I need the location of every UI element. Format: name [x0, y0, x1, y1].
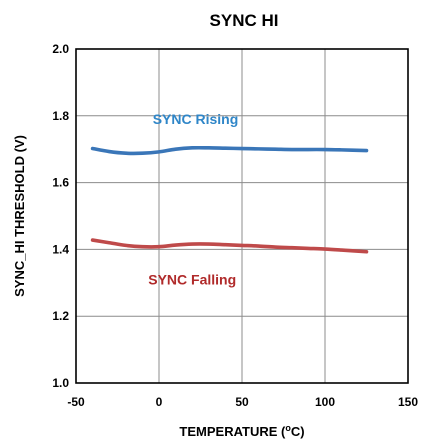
- y-tick-label-2: 1.4: [52, 242, 69, 256]
- x-tick-labels: -50 0 50 100 150: [67, 395, 418, 409]
- plot-frame: [75, 48, 409, 384]
- y-tick-label-5: 2.0: [52, 42, 69, 56]
- x-axis-label-part-1: TEMPERATURE (: [179, 424, 286, 439]
- x-axis-label-part-2: C): [291, 424, 305, 439]
- y-tick-labels: 1.0 1.2 1.4 1.6 1.8 2.0: [52, 42, 69, 390]
- x-tick-label-3: 100: [315, 395, 335, 409]
- series-group: [90, 145, 369, 254]
- y-tick-label-1: 1.2: [52, 309, 69, 323]
- y-axis-label: SYNC_HI THRESHOLD (V): [12, 135, 27, 297]
- x-tick-label-4: 150: [398, 395, 418, 409]
- x-axis-label: TEMPERATURE (oC): [179, 423, 304, 439]
- chart-title: SYNC HI: [210, 11, 279, 30]
- y-tick-label-3: 1.6: [52, 176, 69, 190]
- grid: [75, 48, 409, 384]
- x-tick-label-0: -50: [67, 395, 85, 409]
- x-tick-label-1: 0: [156, 395, 163, 409]
- series-line-sync-rising: [90, 145, 369, 156]
- annotations: SYNC Rising SYNC Falling: [148, 111, 238, 287]
- x-axis-label-degree: o: [285, 423, 291, 433]
- y-tick-label-0: 1.0: [52, 376, 69, 390]
- annotation-sync-rising: SYNC Rising: [153, 111, 239, 127]
- series-line-sync-falling: [90, 238, 369, 254]
- annotation-sync-falling: SYNC Falling: [148, 271, 236, 287]
- x-tick-label-2: 50: [235, 395, 249, 409]
- y-tick-label-4: 1.8: [52, 109, 69, 123]
